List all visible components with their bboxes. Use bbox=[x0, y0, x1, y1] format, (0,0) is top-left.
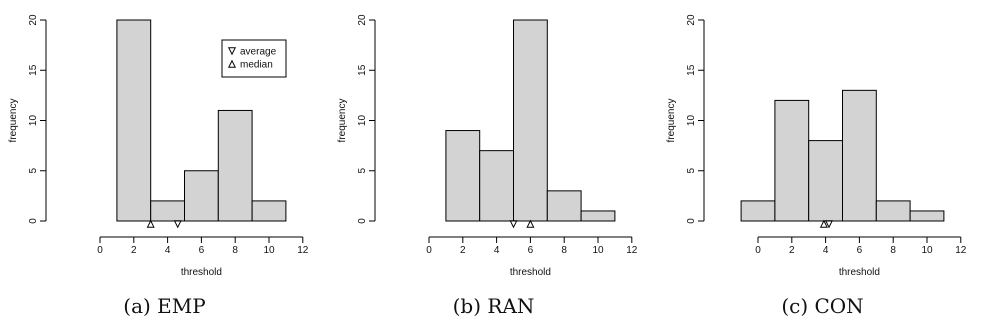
y-tick-label-1: 5 bbox=[686, 168, 697, 174]
histogram-bar-1 bbox=[150, 200, 185, 222]
y-tick-label-2: 10 bbox=[686, 115, 697, 127]
average-marker bbox=[173, 220, 182, 229]
x-tick-label-4: 8 bbox=[561, 245, 567, 256]
histogram-bar-1 bbox=[774, 99, 810, 222]
x-tick-label-1: 2 bbox=[789, 245, 795, 256]
y-axis-label: frequency bbox=[337, 99, 348, 143]
panel-ran: 0 5 10 15 20 frequency 0 2 4 6 8 10 12 threshold (b) … bbox=[329, 0, 658, 331]
x-axis-label: threshold bbox=[181, 267, 222, 278]
y-tick-label-2: 10 bbox=[357, 115, 368, 127]
x-tick-label-3: 6 bbox=[199, 245, 205, 256]
x-tick-label-2: 4 bbox=[823, 245, 829, 256]
histogram-ran: 0 5 10 15 20 frequency 0 2 4 6 8 10 12 threshold bbox=[337, 14, 638, 278]
x-tick-label-4: 8 bbox=[232, 245, 238, 256]
x-tick-label-5: 10 bbox=[592, 245, 604, 256]
x-tick-label-2: 4 bbox=[165, 245, 171, 256]
median-marker bbox=[819, 219, 828, 228]
histogram-emp: 0 5 10 15 20 frequency 0 2 4 6 8 10 12 threshold avera… bbox=[8, 14, 309, 278]
x-tick-label-6: 12 bbox=[955, 245, 967, 256]
histogram-con: 0 5 10 15 20 frequency 0 2 4 6 8 10 12 threshold bbox=[666, 14, 967, 278]
y-tick-label-1: 5 bbox=[357, 168, 368, 174]
y-tick-label-4: 20 bbox=[357, 14, 368, 26]
legend-label-0: average bbox=[240, 47, 277, 58]
histogram-bar-2 bbox=[513, 19, 548, 222]
y-tick-label-1: 5 bbox=[28, 168, 39, 174]
x-tick-label-0: 0 bbox=[97, 245, 103, 256]
histogram-bar-5 bbox=[909, 210, 945, 222]
histogram-bar-3 bbox=[217, 109, 253, 222]
y-tick-label-2: 10 bbox=[28, 115, 39, 127]
x-tick-label-1: 2 bbox=[131, 245, 137, 256]
x-tick-label-3: 6 bbox=[528, 245, 534, 256]
panel-con: 0 5 10 15 20 frequency 0 2 4 6 8 10 12 threshold (c) … bbox=[658, 0, 987, 331]
legend-marker-0 bbox=[227, 47, 237, 56]
caption-ran: (b) RAN bbox=[452, 294, 535, 318]
x-tick-label-0: 0 bbox=[755, 245, 761, 256]
legend-label-1: median bbox=[240, 60, 273, 71]
histogram-bar-3 bbox=[842, 89, 877, 222]
histogram-bar-3 bbox=[546, 190, 582, 222]
caption-emp: (a) EMP bbox=[123, 294, 206, 318]
histogram-bar-2 bbox=[808, 140, 843, 222]
x-tick-label-6: 12 bbox=[297, 245, 309, 256]
median-marker bbox=[526, 219, 535, 228]
x-tick-label-2: 4 bbox=[494, 245, 500, 256]
x-tick-label-1: 2 bbox=[460, 245, 466, 256]
x-tick-label-5: 10 bbox=[263, 245, 275, 256]
y-tick-label-3: 15 bbox=[686, 64, 697, 76]
histogram-bar-0 bbox=[740, 200, 776, 222]
x-axis-label: threshold bbox=[510, 267, 551, 278]
legend-box bbox=[221, 39, 287, 78]
caption-con: (c) CON bbox=[781, 294, 864, 318]
y-axis-label: frequency bbox=[666, 99, 677, 143]
x-tick-label-3: 6 bbox=[857, 245, 863, 256]
histogram-bar-0 bbox=[445, 130, 481, 222]
x-tick-label-6: 12 bbox=[626, 245, 638, 256]
y-tick-label-4: 20 bbox=[28, 14, 39, 26]
histogram-bar-2 bbox=[184, 170, 219, 222]
y-tick-label-3: 15 bbox=[357, 64, 368, 76]
histogram-bar-1 bbox=[479, 150, 514, 222]
x-tick-label-5: 10 bbox=[921, 245, 933, 256]
y-axis-label: frequency bbox=[8, 99, 19, 143]
y-tick-label-0: 0 bbox=[28, 218, 39, 224]
y-tick-label-3: 15 bbox=[28, 64, 39, 76]
average-marker bbox=[509, 220, 518, 229]
panel-emp: 0 5 10 15 20 frequency 0 2 4 6 8 10 12 threshold avera… bbox=[0, 0, 329, 331]
legend-marker-1 bbox=[227, 59, 237, 68]
y-tick-label-0: 0 bbox=[686, 218, 697, 224]
x-tick-label-4: 8 bbox=[890, 245, 896, 256]
average-marker bbox=[824, 220, 833, 229]
x-axis-label: threshold bbox=[839, 267, 880, 278]
y-tick-label-4: 20 bbox=[686, 14, 697, 26]
median-marker bbox=[146, 219, 155, 228]
y-tick-label-0: 0 bbox=[357, 218, 368, 224]
histogram-bar-4 bbox=[875, 200, 911, 222]
histogram-bar-0 bbox=[116, 19, 152, 222]
histogram-bar-4 bbox=[580, 210, 616, 222]
x-tick-label-0: 0 bbox=[426, 245, 432, 256]
histogram-bar-4 bbox=[251, 200, 287, 222]
